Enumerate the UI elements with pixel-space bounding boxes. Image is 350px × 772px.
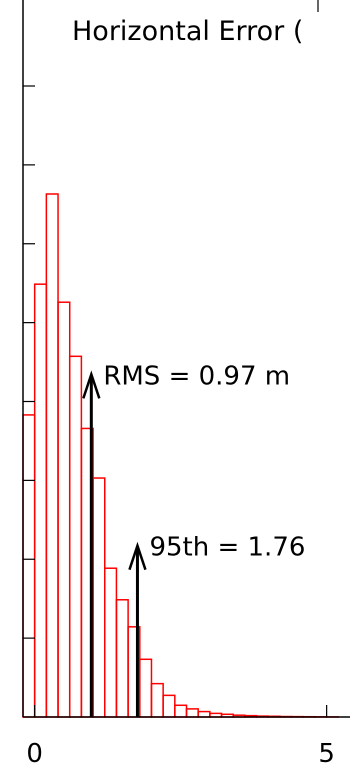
histogram-bar: [104, 567, 118, 718]
histogram-bar: [22, 414, 36, 718]
histogram-bars: [22, 193, 340, 718]
histogram-bar: [162, 694, 176, 718]
histogram-bar: [33, 283, 48, 718]
histogram-bar: [174, 704, 188, 718]
annotation-label: RMS = 0.97 m: [103, 361, 290, 391]
annotation-arrow-head: [128, 541, 147, 571]
chart-annotations: RMS = 0.97 m 95th = 1.76: [82, 361, 305, 717]
histogram-bar: [68, 355, 83, 718]
histogram-bar: [45, 193, 59, 718]
histogram-bar: [185, 708, 199, 718]
annotation-arrow-head: [82, 370, 101, 399]
chart-title: Horizontal Error (: [72, 16, 303, 47]
x-tick-label: 0: [26, 739, 43, 769]
histogram-bar: [92, 477, 106, 718]
annotation-label: 95th = 1.76: [149, 533, 305, 563]
histogram-bar: [150, 682, 164, 718]
histogram-bar: [197, 710, 211, 718]
histogram-bar: [139, 658, 153, 718]
histogram-bar: [57, 301, 71, 718]
histogram-bar: [115, 599, 129, 718]
x-tick-label: 5: [318, 739, 335, 769]
chart-axes: [22, 0, 350, 718]
